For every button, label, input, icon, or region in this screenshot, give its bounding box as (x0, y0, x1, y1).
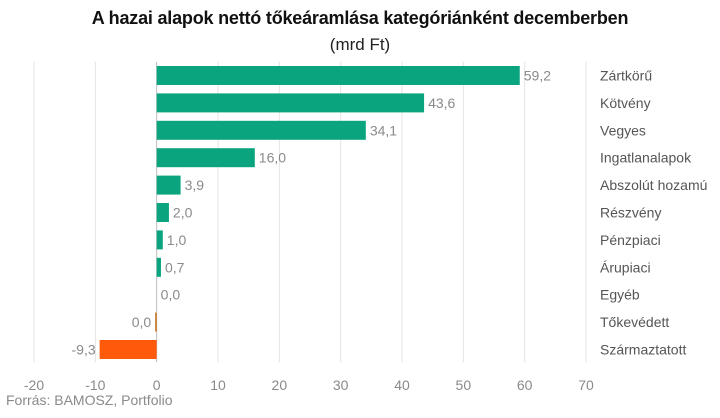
x-tick-label: 40 (394, 377, 410, 393)
bar (155, 312, 157, 332)
source-note: Forrás: BAMOSZ, Portfolio (6, 392, 173, 408)
value-label: 2,0 (173, 205, 193, 221)
value-label: 34,1 (370, 122, 397, 138)
value-label: -9,3 (72, 342, 96, 358)
x-tick-label: 0 (153, 377, 161, 393)
bar (156, 93, 425, 113)
category-label: Kötvény (600, 95, 651, 111)
x-axis-ticks: -20 -10 0 10 20 30 40 50 60 70 (24, 377, 594, 393)
category-label: Ingatlanalapok (600, 150, 692, 166)
x-tick-label: 20 (272, 377, 288, 393)
bar (156, 175, 181, 195)
bar (156, 203, 169, 222)
bar (156, 66, 520, 85)
category-label: Vegyes (600, 122, 646, 138)
category-label: Tőkevédett (600, 314, 669, 330)
value-label: 59,2 (524, 68, 551, 84)
bars (99, 66, 520, 359)
x-tick-label: 70 (578, 377, 594, 393)
category-label: Abszolút hozamú (600, 177, 707, 193)
bar (156, 120, 366, 140)
x-tick-label: 10 (210, 377, 226, 393)
x-tick-label: 50 (456, 377, 472, 393)
value-labels: 59,2 43,6 34,1 16,0 3,9 2,0 1,0 0,7 0,0 0,0 -9,3 (72, 68, 552, 358)
chart-subtitle: (mrd Ft) (329, 35, 391, 54)
x-tick-label: 30 (333, 377, 349, 393)
category-label: Származtatott (600, 342, 686, 358)
value-label: 0,0 (132, 314, 152, 330)
x-tick-label: -20 (24, 377, 44, 393)
value-label: 16,0 (259, 150, 286, 166)
bar (156, 230, 163, 250)
bar (156, 148, 255, 168)
category-label: Pénzpiaci (600, 232, 661, 248)
category-label: Egyéb (600, 287, 640, 303)
category-label: Árupiaci (600, 259, 651, 275)
chart-title: A hazai alapok nettó tőkeáramlása kategó… (91, 8, 629, 28)
category-label: Zártkörű (600, 68, 652, 84)
value-label: 0,0 (161, 287, 181, 303)
value-label: 43,6 (428, 95, 455, 111)
category-label: Részvény (600, 205, 661, 221)
x-tick-label: -10 (85, 377, 105, 393)
value-label: 3,9 (185, 177, 205, 193)
bar (99, 340, 157, 359)
value-label: 1,0 (167, 232, 187, 248)
bar (156, 257, 161, 277)
value-label: 0,7 (165, 259, 185, 275)
x-tick-label: 60 (517, 377, 533, 393)
category-labels: Zártkörű Kötvény Vegyes Ingatlanalapok Abszo… (600, 68, 707, 358)
